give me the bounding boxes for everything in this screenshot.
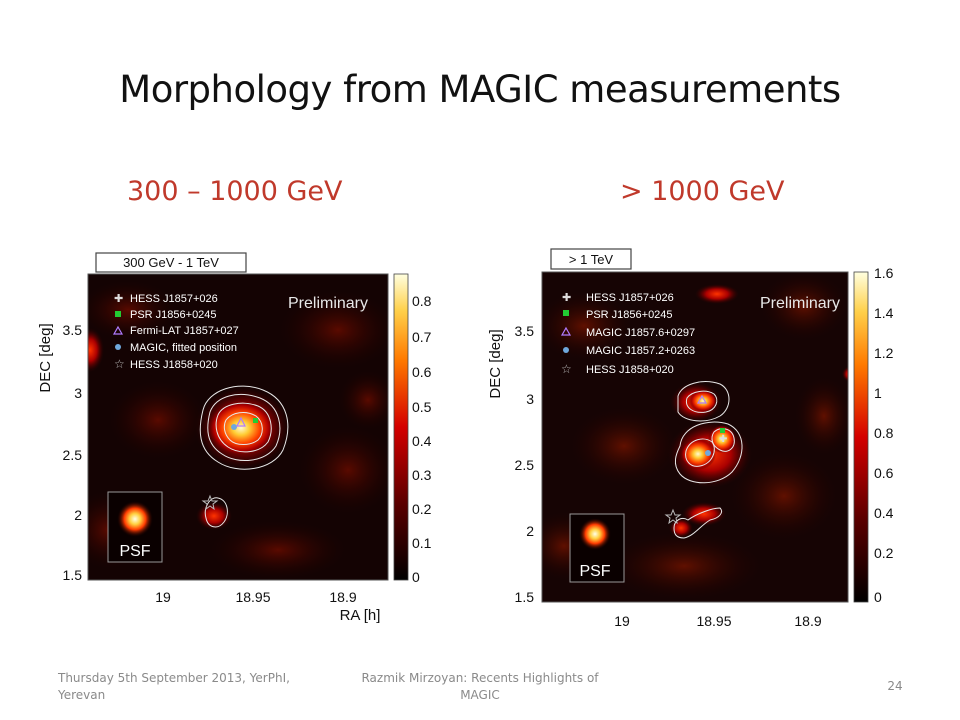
skymap-title: > 1 TeV	[569, 252, 614, 267]
colorbar-tick: 0.4	[874, 505, 894, 521]
colorbar-tick: 0.2	[412, 501, 432, 517]
square-marker-icon	[115, 311, 121, 317]
y-tick: 1.5	[63, 567, 83, 583]
y-tick: 3.5	[515, 323, 535, 339]
y-tick: 2.5	[63, 447, 83, 463]
slide-title: Morphology from MAGIC measurements	[119, 68, 841, 111]
y-tick: 3	[74, 385, 82, 401]
x-tick: 19	[155, 589, 171, 605]
skymap-title: 300 GeV - 1 TeV	[123, 255, 219, 270]
legend-item: PSR J1856+0245	[586, 309, 673, 321]
legend: ✚ HESS J1857+026 PSR J1856+0245 Fermi-LA…	[112, 293, 239, 371]
skymap-image	[88, 274, 388, 580]
skymap-high-energy: ✚ > 1 TeV Preliminary ✚ HESS J1857+026 P…	[484, 246, 924, 638]
colorbar-tick: 0	[412, 569, 420, 585]
colorbar-tick: 0.8	[874, 425, 894, 441]
left-energy-heading: 300 – 1000 GeV	[127, 176, 343, 207]
legend-item: HESS J1858+020	[586, 364, 674, 376]
y-axis-label: DEC [deg]	[38, 323, 54, 392]
colorbar-tick: 0.2	[874, 545, 894, 561]
footer-date-location: Thursday 5th September 2013, YerPhI, Yer…	[58, 671, 290, 702]
dot-marker-icon	[563, 347, 569, 353]
y-tick: 3	[526, 391, 534, 407]
y-tick: 3.5	[63, 322, 83, 338]
y-axis-label: DEC [deg]	[487, 329, 504, 398]
psf-label: PSF	[579, 563, 610, 580]
colorbar-tick: 0	[874, 589, 882, 605]
colorbar-tick: 1	[874, 385, 882, 401]
preliminary-label: Preliminary	[288, 295, 368, 312]
colorbar-tick: 0.4	[412, 433, 432, 449]
colorbar-tick: 1.2	[874, 345, 894, 361]
x-axis-label: RA [h]	[340, 607, 381, 624]
page-number: 24	[887, 679, 903, 693]
legend-item: HESS J1857+026	[130, 293, 218, 305]
dot-marker-icon	[115, 344, 121, 350]
preliminary-label: Preliminary	[760, 295, 840, 312]
right-energy-heading: > 1000 GeV	[620, 176, 785, 207]
svg-text:✚: ✚	[719, 434, 727, 445]
x-tick: 18.9	[329, 589, 356, 605]
colorbar-tick: 0.8	[412, 293, 432, 309]
colorbar	[853, 271, 869, 603]
skymap-low-energy: 300 GeV - 1 TeV Preliminary ✚ HESS J1857…	[38, 250, 458, 630]
x-tick: 19	[614, 613, 630, 629]
colorbar-tick: 0.5	[412, 399, 432, 415]
legend-item: Fermi-LAT J1857+027	[130, 325, 239, 337]
colorbar	[393, 273, 409, 581]
cross-marker-icon: ✚	[562, 292, 571, 304]
y-tick: 2	[526, 523, 534, 539]
colorbar-tick: 1.4	[874, 305, 894, 321]
colorbar-tick: 0.7	[412, 329, 432, 345]
legend: ✚ HESS J1857+026 PSR J1856+0245 MAGIC J1…	[560, 292, 695, 376]
y-tick: 2.5	[515, 457, 535, 473]
psf-label: PSF	[119, 543, 150, 560]
legend-item: PSR J1856+0245	[130, 309, 217, 321]
x-tick: 18.95	[235, 589, 270, 605]
square-marker-icon	[563, 310, 569, 316]
x-tick: 18.95	[696, 613, 731, 629]
legend-item: HESS J1858+020	[130, 359, 218, 371]
triangle-marker-icon	[560, 326, 572, 336]
footer-author: Razmik Mirzoyan: Recents Highlights of M…	[361, 671, 599, 702]
legend-item: MAGIC J1857.2+0263	[586, 345, 695, 357]
y-tick: 2	[74, 507, 82, 523]
star-marker-icon: ☆	[561, 362, 572, 376]
legend-item: HESS J1857+026	[586, 292, 674, 304]
star-marker-icon: ☆	[114, 357, 125, 371]
colorbar-tick: 0.1	[412, 535, 432, 551]
legend-item: MAGIC J1857.6+0297	[586, 327, 695, 339]
x-tick: 18.9	[794, 613, 821, 629]
colorbar-tick: 1.6	[874, 265, 894, 281]
colorbar-tick: 0.3	[412, 467, 432, 483]
colorbar-tick: 0.6	[874, 465, 894, 481]
triangle-marker-icon	[112, 325, 124, 335]
cross-marker-icon: ✚	[114, 293, 123, 305]
legend-item: MAGIC, fitted position	[130, 342, 237, 354]
y-tick: 1.5	[515, 589, 535, 605]
colorbar-tick: 0.6	[412, 364, 432, 380]
